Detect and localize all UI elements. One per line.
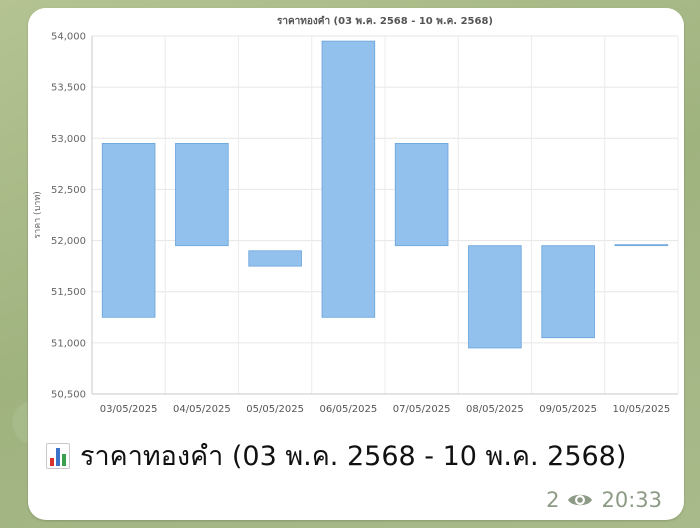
y-tick-label: 51,500 xyxy=(51,287,86,298)
x-tick-label: 03/05/2025 xyxy=(100,404,158,415)
x-tick-label: 06/05/2025 xyxy=(320,404,378,415)
x-tick-label: 04/05/2025 xyxy=(173,404,231,415)
y-tick-label: 50,500 xyxy=(51,390,86,401)
message-caption: ราคาทองคำ (03 พ.ค. 2568 - 10 พ.ค. 2568) xyxy=(46,434,626,477)
y-tick-label: 53,500 xyxy=(51,83,86,94)
price-range-bar xyxy=(321,40,376,318)
message-time: 20:33 xyxy=(601,488,662,512)
price-range-bar xyxy=(101,142,156,318)
x-tick-label: 05/05/2025 xyxy=(246,404,304,415)
caption-text: ราคาทองคำ (03 พ.ค. 2568 - 10 พ.ค. 2568) xyxy=(80,441,627,472)
price-range-bar xyxy=(248,250,302,267)
message-bubble[interactable]: ราคาทองคำ (03 พ.ค. 2568 - 10 พ.ค. 2568) 5… xyxy=(28,8,684,520)
eye-icon xyxy=(568,494,593,506)
chart-title: ราคาทองคำ (03 พ.ค. 2568 - 10 พ.ค. 2568) xyxy=(277,15,493,27)
price-range-bar xyxy=(468,245,522,349)
y-tick-label: 52,500 xyxy=(51,185,86,196)
view-count: 2 xyxy=(546,488,560,512)
price-range-bar xyxy=(394,142,449,247)
price-range-bar xyxy=(175,142,229,247)
price-range-bar xyxy=(541,245,595,339)
gold-price-chart: ราคาทองคำ (03 พ.ค. 2568 - 10 พ.ค. 2568) 5… xyxy=(33,15,679,415)
x-tick-label: 08/05/2025 xyxy=(466,404,524,415)
y-tick-label: 51,000 xyxy=(51,338,86,349)
x-tick-label: 10/05/2025 xyxy=(613,404,671,415)
y-axis-label: ราคา (บาท) xyxy=(33,191,43,239)
y-tick-label: 54,000 xyxy=(51,32,86,43)
chart-image[interactable]: ราคาทองคำ (03 พ.ค. 2568 - 10 พ.ค. 2568) 5… xyxy=(28,8,684,428)
y-tick-label: 53,000 xyxy=(51,134,86,145)
price-range-bar xyxy=(614,244,669,247)
x-tick-label: 07/05/2025 xyxy=(393,404,451,415)
y-tick-label: 52,000 xyxy=(51,236,86,247)
message-meta: 2 20:33 xyxy=(546,488,662,512)
bar-chart-icon xyxy=(46,442,70,469)
x-tick-label: 09/05/2025 xyxy=(539,404,597,415)
